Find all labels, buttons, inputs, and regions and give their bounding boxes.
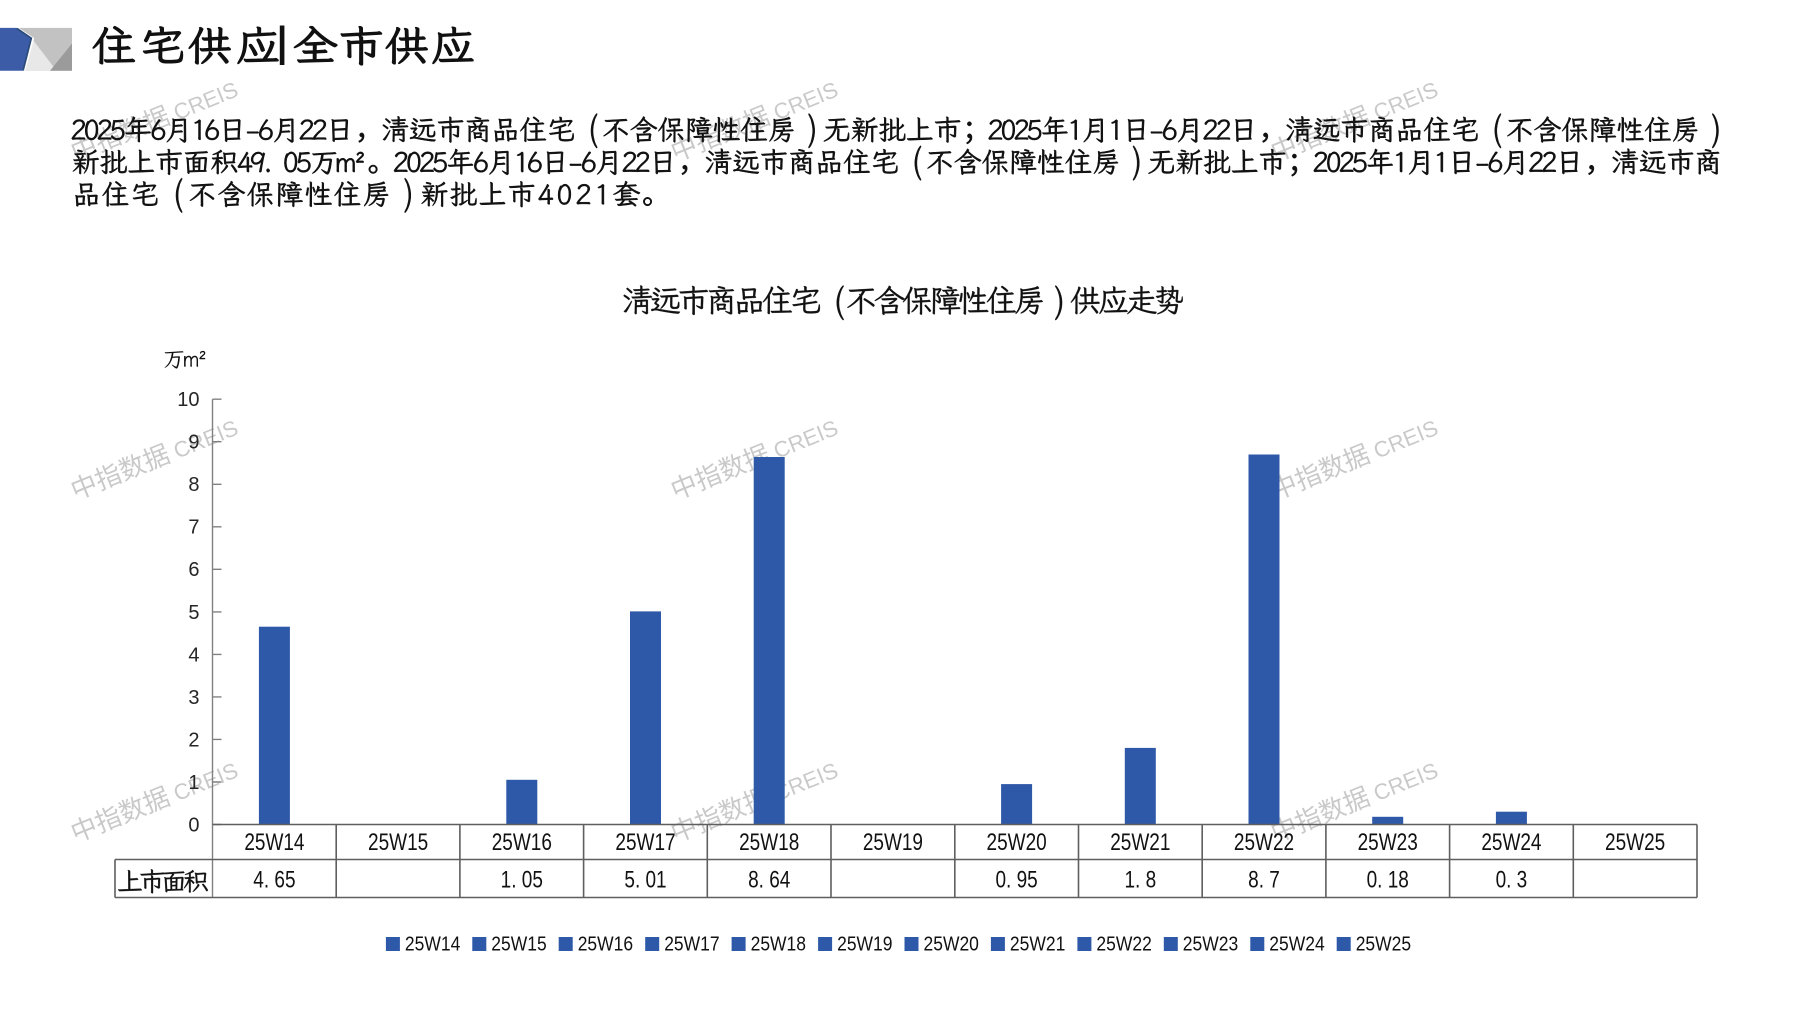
svg-text:0. 3: 0. 3: [1496, 865, 1528, 893]
svg-text:25W23: 25W23: [1358, 828, 1418, 856]
svg-text:5. 01: 5. 01: [624, 865, 666, 893]
svg-text:4: 4: [188, 644, 199, 666]
svg-text:7: 7: [188, 517, 199, 539]
svg-text:25W14: 25W14: [244, 828, 304, 856]
svg-text:25W17: 25W17: [615, 828, 675, 856]
svg-text:25W25: 25W25: [1356, 932, 1411, 954]
svg-text:25W20: 25W20: [987, 828, 1047, 856]
svg-text:25W24: 25W24: [1481, 828, 1541, 856]
svg-text:25W14: 25W14: [405, 932, 460, 954]
svg-text:8. 64: 8. 64: [748, 865, 790, 893]
svg-text:0. 18: 0. 18: [1367, 865, 1409, 893]
svg-text:5: 5: [188, 602, 199, 624]
svg-text:25W22: 25W22: [1234, 828, 1294, 856]
svg-text:25W16: 25W16: [492, 828, 552, 856]
svg-text:10: 10: [177, 389, 199, 411]
svg-text:25W22: 25W22: [1096, 932, 1151, 954]
svg-text:2: 2: [188, 729, 199, 751]
svg-text:25W15: 25W15: [368, 828, 428, 856]
svg-text:25W17: 25W17: [664, 932, 719, 954]
svg-text:1. 05: 1. 05: [501, 865, 543, 893]
svg-text:25W16: 25W16: [578, 932, 633, 954]
svg-text:25W19: 25W19: [863, 828, 923, 856]
svg-text:9: 9: [188, 432, 199, 454]
svg-text:25W19: 25W19: [837, 932, 892, 954]
svg-text:0. 95: 0. 95: [995, 865, 1037, 893]
svg-text:8: 8: [188, 474, 199, 496]
svg-text:1. 8: 1. 8: [1124, 865, 1156, 893]
svg-text:25W24: 25W24: [1269, 932, 1324, 954]
svg-text:1: 1: [188, 772, 199, 794]
svg-text:25W25: 25W25: [1605, 828, 1665, 856]
svg-text:25W18: 25W18: [751, 932, 806, 954]
svg-text:25W23: 25W23: [1183, 932, 1238, 954]
svg-text:6: 6: [188, 559, 199, 581]
svg-text:8. 7: 8. 7: [1248, 865, 1280, 893]
svg-text:25W15: 25W15: [491, 932, 546, 954]
svg-text:25W18: 25W18: [739, 828, 799, 856]
svg-text:0: 0: [188, 814, 199, 836]
svg-text:3: 3: [188, 687, 199, 709]
svg-text:4. 65: 4. 65: [253, 865, 295, 893]
svg-text:25W20: 25W20: [924, 932, 979, 954]
svg-text:25W21: 25W21: [1110, 828, 1170, 856]
svg-text:25W21: 25W21: [1010, 932, 1065, 954]
